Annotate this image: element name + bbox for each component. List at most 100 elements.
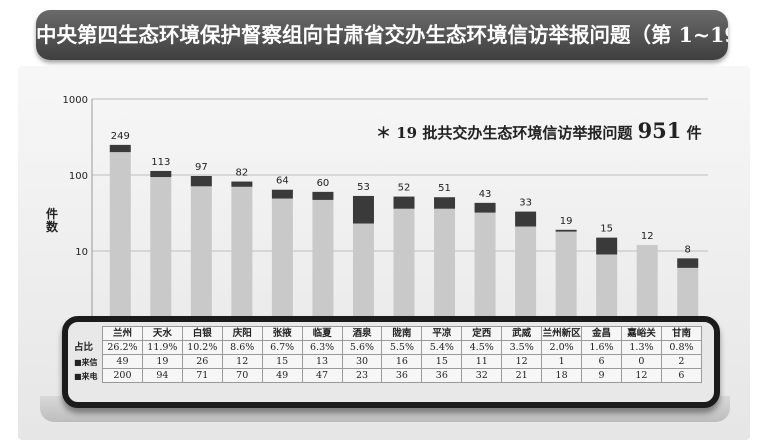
table-cell-name: 甘南	[660, 326, 703, 341]
table-cell-letters: 2	[660, 354, 703, 369]
table-cell-share: 0.8%	[660, 340, 703, 355]
table-cell-calls: 70	[221, 368, 263, 383]
table-cell-share: 1.3%	[620, 340, 662, 355]
bar-calls	[677, 267, 699, 327]
table-cell-name: 白银	[181, 326, 223, 341]
bar-letters	[596, 237, 618, 255]
table-cell-name: 嘉峪关	[620, 326, 662, 341]
table-cell-name: 兰州新区	[541, 326, 583, 341]
table-cell-letters: 15	[421, 354, 463, 369]
bar-total-label: 53	[357, 182, 370, 193]
bar-total-label: 113	[151, 157, 170, 168]
bar-total-label: 52	[398, 183, 411, 194]
bar-total-label: 43	[479, 189, 492, 200]
bar-total-label: 51	[438, 183, 451, 194]
bar-letters	[271, 189, 293, 199]
table-cell-letters: 12	[221, 354, 263, 369]
table-cell-name: 平凉	[421, 326, 463, 341]
table-cell-calls: 47	[301, 368, 343, 383]
table-cell-name: 临夏	[301, 326, 343, 341]
bar-letters	[352, 195, 374, 224]
table-cell-letters: 26	[181, 354, 223, 369]
bar-letters	[474, 202, 496, 213]
table-cell-share: 5.6%	[341, 340, 383, 355]
table-row-names: 兰州 天水 白银 庆阳 张掖 临夏 酒泉 陇南 平凉 定西 武威 兰州新区 金昌 嘉峪关 甘南	[72, 326, 703, 341]
bar-total-label: 97	[195, 162, 208, 173]
total-note: ＊ 19 批共交办生态环境信访举报问题 951 件	[376, 118, 702, 143]
bar-letters	[555, 229, 577, 232]
table-cell-calls: 49	[261, 368, 303, 383]
bar-calls	[231, 186, 253, 327]
table-cell-share: 1.6%	[581, 340, 622, 355]
bar-letters	[150, 170, 172, 178]
table-cell-calls: 94	[141, 368, 183, 383]
table-cell-share: 10.2%	[181, 340, 223, 355]
bar-calls	[474, 212, 496, 327]
table-cell-calls: 12	[620, 368, 662, 383]
bar-total-label: 82	[235, 168, 248, 179]
bar-calls	[636, 244, 658, 327]
bar-calls	[596, 254, 618, 327]
table-cell-share: 11.9%	[141, 340, 183, 355]
table-cell-letters: 30	[341, 354, 383, 369]
bar-calls	[109, 152, 131, 327]
table-cell-name: 武威	[501, 326, 543, 341]
bar-total-label: 8	[685, 244, 691, 255]
table-cell-share: 6.3%	[301, 340, 343, 355]
row-head-share: 占比	[74, 341, 94, 353]
row-head-letters: ■来信	[74, 356, 98, 367]
table-cell-letters: 13	[301, 354, 343, 369]
table-cell-name: 酒泉	[341, 326, 383, 341]
chart-title-banner: 中央第四生态环境保护督察组向甘肃省交办生态环境信访举报问题（第 1~19 批）	[36, 10, 728, 60]
bar-total-label: 249	[111, 131, 130, 142]
table-cell-name: 金昌	[581, 326, 622, 341]
table-cell-share: 5.5%	[381, 340, 423, 355]
table-cell-share: 8.6%	[221, 340, 263, 355]
table-cell-share: 2.0%	[541, 340, 583, 355]
table-row-calls: ■来电 200 94 71 70 49 47 23 36 36 32 21 18 9 12 6	[72, 368, 703, 383]
table-cell-letters: 6	[581, 354, 622, 369]
table-cell-name: 张掖	[261, 326, 303, 341]
table-cell-calls: 9	[581, 368, 622, 383]
bar-total-label: 64	[276, 176, 289, 187]
table-cell-letters: 16	[381, 354, 423, 369]
total-note-count: 951	[637, 118, 682, 143]
table-cell-letters: 1	[541, 354, 583, 369]
bar-calls	[190, 186, 212, 327]
bar-total-label: 19	[560, 216, 573, 227]
bar-calls	[434, 208, 456, 327]
table-cell-letters: 15	[261, 354, 303, 369]
table-cell-name: 兰州	[102, 326, 143, 341]
table-cell-name: 天水	[141, 326, 183, 341]
bar-total-label: 60	[317, 178, 330, 189]
table-row-share: 占比 26.2% 11.9% 10.2% 8.6% 6.7% 6.3% 5.6% 5.5% 5.…	[72, 340, 703, 355]
bar-letters	[190, 176, 212, 187]
bar-letters	[515, 211, 537, 227]
bar-letters	[677, 258, 699, 268]
bar-calls	[150, 177, 172, 327]
table-cell-calls: 36	[421, 368, 463, 383]
bar-total-label: 12	[641, 231, 654, 242]
table-cell-share: 26.2%	[102, 340, 143, 355]
bar-calls	[352, 223, 374, 327]
table-cell-share: 5.4%	[421, 340, 463, 355]
table-cell-calls: 21	[501, 368, 543, 383]
table-cell-name: 定西	[461, 326, 503, 341]
table-cell-letters: 49	[102, 354, 143, 369]
table-cell-letters: 12	[501, 354, 543, 369]
y-tick-label: 10	[75, 247, 88, 258]
table-cell-calls: 200	[102, 368, 143, 383]
bar-calls	[393, 208, 415, 327]
table-cell-calls: 71	[181, 368, 223, 383]
table-cell-calls: 32	[461, 368, 503, 383]
bar-calls	[271, 198, 293, 327]
table-cell-share: 6.7%	[261, 340, 303, 355]
table-cell-name: 庆阳	[221, 326, 263, 341]
y-axis-label: 件数	[45, 207, 58, 234]
table-cell-calls: 6	[660, 368, 703, 383]
table-cell-calls: 36	[381, 368, 423, 383]
bar-letters	[393, 196, 415, 209]
table-cell-calls: 18	[541, 368, 583, 383]
y-tick-label: 100	[69, 171, 88, 182]
